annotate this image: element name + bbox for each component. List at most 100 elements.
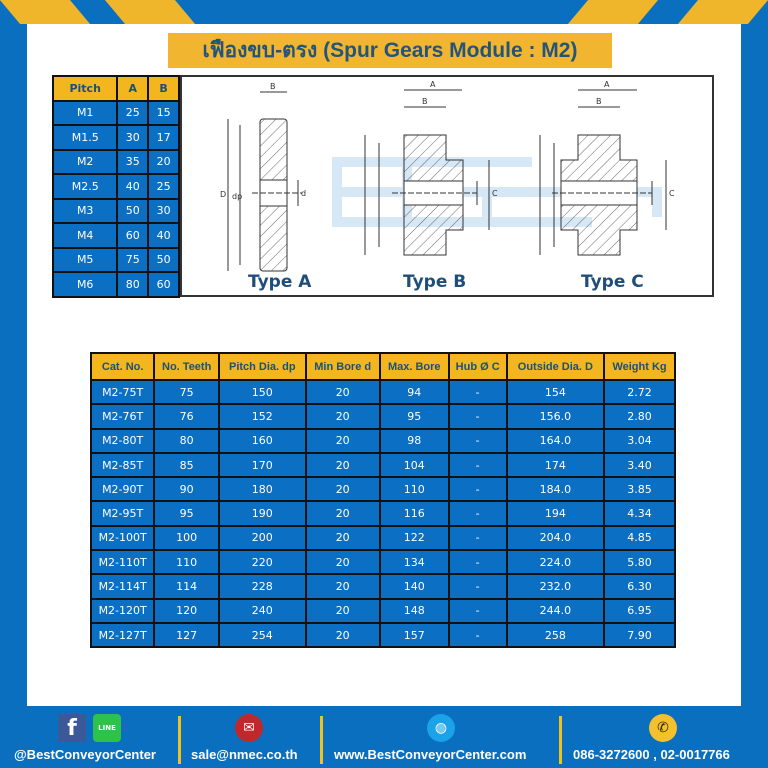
table-cell: 3.40 xyxy=(603,451,676,479)
table-cell: 258 xyxy=(505,621,606,649)
table-cell: 94 xyxy=(378,378,450,406)
table-cell: 3.04 xyxy=(603,427,676,454)
dim-b: B xyxy=(422,97,428,106)
table-row: M2-127T 127 254 20 157-258 7.90 xyxy=(89,621,676,649)
table-cell: - xyxy=(447,621,508,649)
email-link[interactable]: sale@nmec.co.th xyxy=(191,747,298,762)
table-cell: 25 xyxy=(147,173,180,200)
table-row: M2-90T 90 180 20 110-184.0 3.85 xyxy=(89,476,676,503)
table-cell: 3.85 xyxy=(603,476,676,503)
dim-c: C xyxy=(669,189,675,198)
table-cell: 5.80 xyxy=(603,549,676,576)
table-cell: 50 xyxy=(147,246,180,273)
dim-dp: dp xyxy=(232,192,242,201)
table-cell: - xyxy=(447,378,508,406)
line-icon[interactable]: LINE xyxy=(93,714,121,742)
table-cell: M4 xyxy=(51,222,119,249)
table-cell: 40 xyxy=(116,173,150,200)
table-cell: 6.30 xyxy=(603,573,676,600)
column-header: Min Bore d xyxy=(304,352,381,381)
table-cell: 98 xyxy=(378,427,450,454)
table-cell: 75 xyxy=(153,378,221,406)
table-row: M2-76T 76 152 20 95-156.0 2.80 xyxy=(89,403,676,430)
table-cell: 25 xyxy=(116,99,150,126)
pitch-row: M3 50 30 xyxy=(51,197,180,224)
facebook-icon[interactable]: f xyxy=(58,714,86,742)
table-cell: 85 xyxy=(153,451,221,479)
table-cell: 80 xyxy=(116,271,150,298)
dim-d-bore: d xyxy=(301,189,306,198)
table-cell: 170 xyxy=(218,451,307,479)
phone-icon: ✆ xyxy=(649,714,677,742)
table-cell: - xyxy=(447,403,508,430)
decor-stripe xyxy=(567,0,659,24)
dim-c: C xyxy=(492,189,498,198)
table-cell: M2 xyxy=(51,148,119,175)
table-cell: - xyxy=(447,549,508,576)
website-link[interactable]: www.BestConveyorCenter.com xyxy=(334,747,527,762)
type-a-label: Type A xyxy=(248,272,312,292)
column-header: No. Teeth xyxy=(153,352,221,381)
table-cell: 20 xyxy=(304,476,381,503)
footer: f LINE @BestConveyorCenter ✉ sale@nmec.c… xyxy=(0,708,768,768)
gear-type-diagram: B D dp d A B C A B C Type A Type B Type … xyxy=(180,75,714,297)
table-cell: 75 xyxy=(116,246,150,273)
table-cell: 20 xyxy=(304,500,381,527)
table-row: M2-85T 85 170 20 104-174 3.40 xyxy=(89,451,676,479)
table-cell: M2-114T xyxy=(89,573,156,600)
table-cell: 20 xyxy=(304,403,381,430)
pitch-table: Pitch A B M1 25 15 M1.5 30 17 M2 35 20 M2.5 40 25 M3 50 3… xyxy=(51,75,180,298)
table-cell: 15 xyxy=(147,99,180,126)
table-cell: M2-120T xyxy=(89,597,156,624)
table-cell: 152 xyxy=(218,403,307,430)
table-cell: 110 xyxy=(378,476,450,503)
table-cell: M6 xyxy=(51,271,119,298)
type-c-drawing xyxy=(539,89,667,256)
divider xyxy=(320,716,323,764)
spec-table: Cat. No. No. Teeth Pitch Dia. dp Min Bore d… xyxy=(89,352,676,649)
table-row: M2-100T 100 200 20 122-204.0 4.85 xyxy=(89,524,676,552)
table-cell: 76 xyxy=(153,403,221,430)
table-cell: 20 xyxy=(304,427,381,454)
table-cell: 122 xyxy=(378,524,450,552)
table-cell: 110 xyxy=(153,549,221,576)
social-handle[interactable]: @BestConveyorCenter xyxy=(14,747,156,762)
type-a-drawing xyxy=(227,91,302,272)
table-cell: 95 xyxy=(378,403,450,430)
table-cell: 4.34 xyxy=(603,500,676,527)
table-row: M2-95T 95 190 20 116-194 4.34 xyxy=(89,500,676,527)
table-cell: 50 xyxy=(116,197,150,224)
table-row: M2-80T 80 160 20 98-164.0 3.04 xyxy=(89,427,676,454)
table-cell: M2-75T xyxy=(89,378,156,406)
table-cell: M2.5 xyxy=(51,173,119,200)
table-cell: 40 xyxy=(147,222,180,249)
table-cell: 90 xyxy=(153,476,221,503)
table-cell: 20 xyxy=(304,524,381,552)
table-cell: 20 xyxy=(304,573,381,600)
table-cell: 2.72 xyxy=(603,378,676,406)
table-cell: 164.0 xyxy=(505,427,606,454)
table-cell: 120 xyxy=(153,597,221,624)
phone-number[interactable]: 086-3272600 , 02-0017766 xyxy=(573,747,730,762)
table-cell: 20 xyxy=(147,148,180,175)
table-cell: M2-110T xyxy=(89,549,156,576)
page-title: เฟืองขบ-ตรง (Spur Gears Module : M2) xyxy=(168,33,612,68)
pitch-row: M2 35 20 xyxy=(51,148,180,175)
table-cell: M2-95T xyxy=(89,500,156,527)
table-cell: M2-76T xyxy=(89,403,156,430)
email-icon: ✉ xyxy=(235,714,263,742)
dim-a: A xyxy=(604,80,610,89)
table-cell: 20 xyxy=(304,621,381,649)
table-cell: 95 xyxy=(153,500,221,527)
table-cell: M1 xyxy=(51,99,119,126)
column-header: Weight Kg xyxy=(603,352,676,381)
type-b-label: Type B xyxy=(403,272,467,292)
table-cell: 20 xyxy=(304,597,381,624)
table-cell: M2-80T xyxy=(89,427,156,454)
column-header: B xyxy=(147,75,180,102)
table-cell: 60 xyxy=(116,222,150,249)
table-cell: - xyxy=(447,597,508,624)
pitch-row: M5 75 50 xyxy=(51,246,180,273)
table-cell: - xyxy=(447,500,508,527)
dim-a: A xyxy=(430,80,436,89)
